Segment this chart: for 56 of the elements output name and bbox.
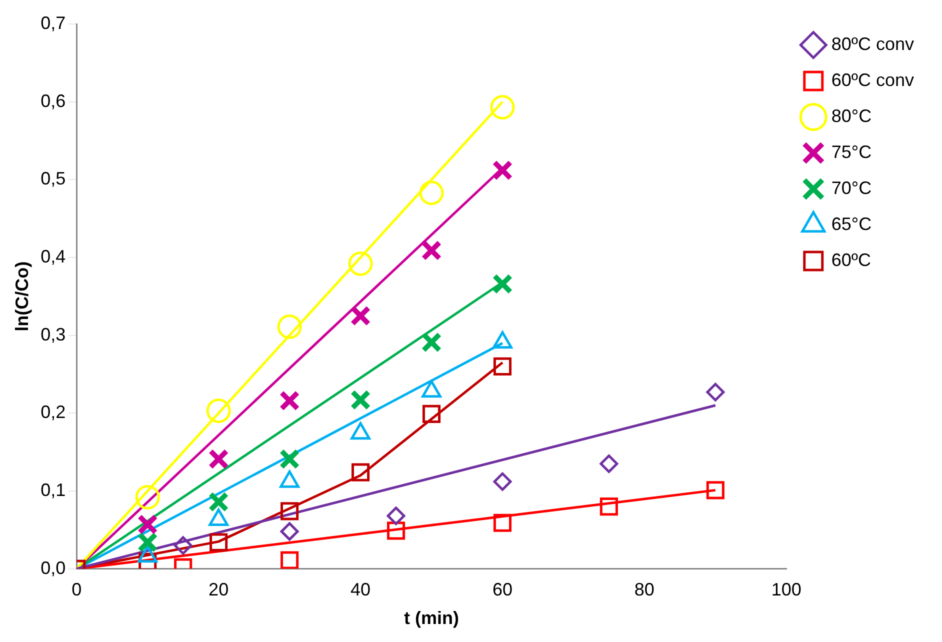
- y-tick-label: 0,1: [40, 480, 66, 500]
- point: [490, 95, 515, 120]
- legend-label: 60ºC: [831, 250, 871, 270]
- point: [279, 448, 300, 470]
- legend-label: 60ºC conv: [831, 70, 914, 90]
- point: [421, 332, 442, 353]
- legend-label: 65°C: [831, 214, 872, 234]
- point: [386, 506, 406, 526]
- point: [493, 472, 512, 491]
- point: [493, 514, 512, 532]
- point: [280, 502, 299, 520]
- point: [706, 481, 724, 500]
- y-tick-label: 0,5: [40, 168, 66, 189]
- y-tick-label: 0,4: [40, 246, 66, 266]
- x-tick-label: 0: [72, 580, 82, 600]
- point: [208, 492, 229, 512]
- y-tick-label: 0,2: [40, 402, 66, 422]
- point: [210, 533, 228, 552]
- y-tick-label: 0,0: [40, 558, 66, 578]
- point: [280, 522, 299, 541]
- y-axis-title: ln(C/Co): [12, 261, 32, 332]
- point: [422, 404, 441, 423]
- point: [419, 180, 444, 206]
- y-tick-label: 0,7: [40, 12, 66, 33]
- point: [135, 484, 160, 510]
- y-tick-label: 0,6: [40, 90, 66, 111]
- point: [421, 240, 442, 261]
- point: [206, 398, 231, 424]
- point: [600, 498, 618, 516]
- point: [492, 274, 513, 294]
- x-axis-title: t (min): [404, 608, 459, 628]
- x-tick-label: 80: [634, 580, 654, 600]
- legend-label: 70°C: [831, 178, 872, 198]
- x-tick-label: 100: [771, 580, 802, 600]
- x-tick-label: 60: [492, 580, 512, 600]
- legend-label: 80ºC conv: [831, 34, 914, 54]
- point: [706, 382, 725, 402]
- point: [600, 454, 618, 473]
- y-tick-label: 0,3: [40, 324, 66, 344]
- point: [208, 448, 229, 470]
- x-tick-label: 40: [350, 580, 371, 600]
- legend-label: 80°C: [831, 106, 872, 126]
- point: [350, 390, 371, 410]
- point: [352, 463, 370, 482]
- point: [137, 532, 158, 553]
- point: [492, 160, 513, 181]
- point: [279, 390, 300, 411]
- point: [137, 514, 158, 535]
- point: [348, 251, 373, 276]
- legend-label: 75°C: [831, 142, 872, 162]
- point: [280, 551, 299, 569]
- point: [277, 314, 302, 340]
- x-tick-label: 20: [208, 580, 229, 600]
- point: [493, 357, 512, 376]
- point: [174, 536, 192, 555]
- point: [350, 306, 371, 326]
